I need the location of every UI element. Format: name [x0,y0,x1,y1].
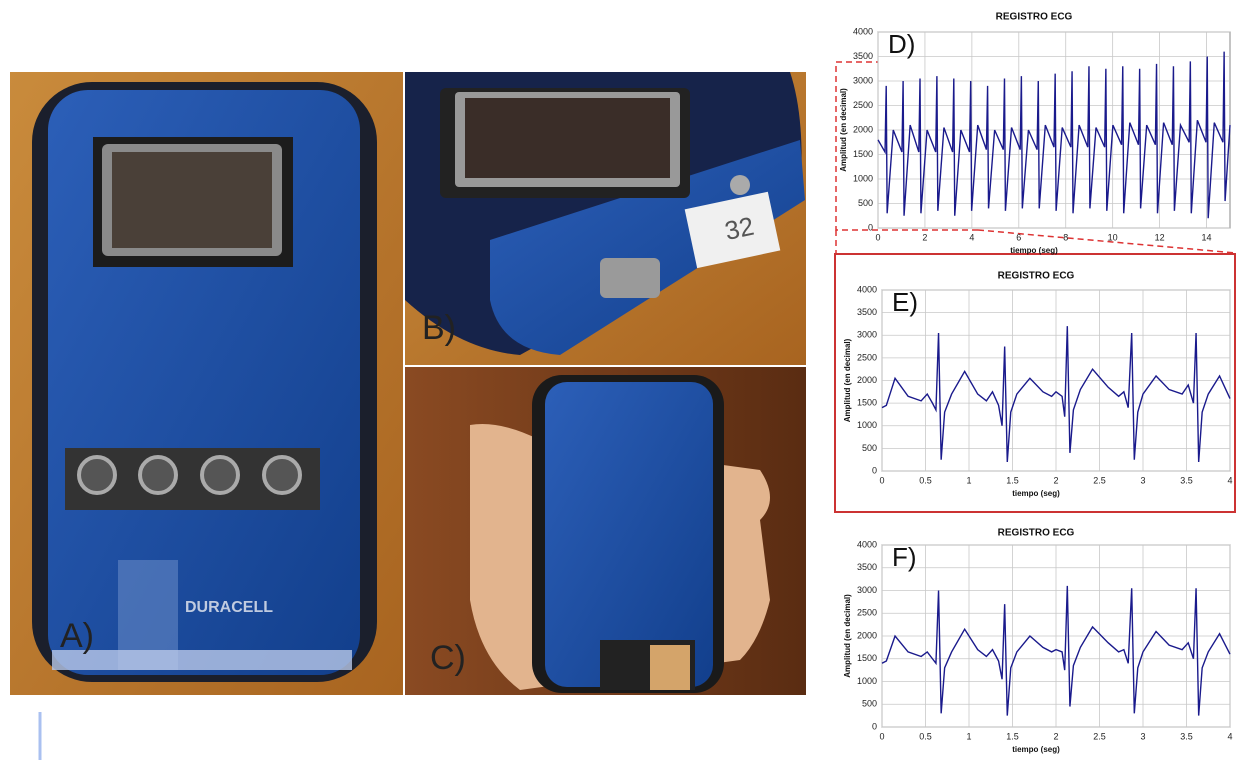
y-tick-label: 0 [872,465,877,475]
x-tick-label: 2 [1053,475,1058,485]
x-tick-label: 3.5 [1180,731,1193,741]
x-tick-label: 0.5 [919,731,932,741]
panel-label: D) [888,29,915,59]
ecg-line [881,326,1231,462]
chart-title: REGISTRO ECG [998,528,1075,539]
y-tick-label: 3000 [853,75,873,85]
photo-b: 32 [405,72,806,365]
y-tick-label: 3000 [857,585,877,595]
label-print: DURACELL [185,599,273,616]
y-tick-label: 2500 [853,100,873,110]
x-tick-label: 4 [1227,731,1232,741]
sd-label: 32 [722,211,757,246]
y-axis-label: Amplitud (en decimal) [843,594,852,678]
photo-label: B) [422,309,456,347]
y-tick-label: 2500 [857,352,877,362]
y-tick-label: 1000 [853,173,873,183]
y-axis-label: Amplitud (en decimal) [839,88,848,172]
x-tick-label: 3 [1140,475,1145,485]
panel-label: E) [892,287,918,317]
y-tick-label: 3500 [857,562,877,572]
x-tick-label: 0 [879,731,884,741]
x-tick-label: 3.5 [1180,475,1193,485]
y-tick-label: 1500 [853,149,873,159]
x-axis-label: tiempo (seg) [1012,489,1060,498]
photo-label: A) [60,617,94,655]
y-tick-label: 1000 [857,676,877,686]
y-tick-label: 500 [862,699,877,709]
x-tick-label: 2 [1053,731,1058,741]
y-tick-label: 3500 [853,51,873,61]
ecg-line [877,51,1231,219]
x-tick-label: 4 [969,232,974,242]
y-tick-label: 3000 [857,330,877,340]
x-tick-label: 8 [1063,232,1068,242]
y-tick-label: 4000 [857,539,877,549]
x-tick-label: 1 [966,731,971,741]
x-tick-label: 0.5 [919,475,932,485]
x-tick-label: 0 [875,232,880,242]
x-tick-label: 4 [1227,475,1232,485]
ecg-line [881,585,1231,716]
chart-title: REGISTRO ECG [998,271,1075,282]
zoom-frame [834,253,1236,513]
x-axis-label: tiempo (seg) [1010,246,1058,255]
x-tick-label: 0 [879,475,884,485]
x-tick-label: 14 [1202,232,1212,242]
photo-label: C) [430,639,466,677]
x-tick-label: 10 [1108,232,1118,242]
y-tick-label: 2000 [857,375,877,385]
photo-c [405,367,806,695]
y-tick-label: 0 [872,721,877,731]
x-tick-label: 2 [922,232,927,242]
y-tick-label: 2500 [857,608,877,618]
y-tick-label: 500 [858,198,873,208]
y-tick-label: 500 [862,443,877,453]
x-tick-label: 1 [966,475,971,485]
x-axis-label: tiempo (seg) [1012,745,1060,754]
y-tick-label: 1500 [857,653,877,663]
y-tick-label: 1000 [857,420,877,430]
y-tick-label: 4000 [853,26,873,36]
x-tick-label: 2.5 [1093,731,1106,741]
y-tick-label: 4000 [857,284,877,294]
y-tick-label: 1500 [857,398,877,408]
x-tick-label: 6 [1016,232,1021,242]
y-axis-label: Amplitud (en decimal) [843,338,852,422]
y-tick-label: 2000 [857,630,877,640]
chart-title: REGISTRO ECG [996,12,1073,23]
y-tick-label: 3500 [857,307,877,317]
y-tick-label: 2000 [853,124,873,134]
panel-label: F) [892,542,917,572]
x-tick-label: 2.5 [1093,475,1106,485]
photo-a: DURACELL [10,72,403,695]
x-tick-label: 1.5 [1006,731,1019,741]
x-tick-label: 1.5 [1006,475,1019,485]
x-tick-label: 12 [1155,232,1165,242]
y-tick-label: 0 [868,222,873,232]
x-tick-label: 3 [1140,731,1145,741]
zoom-connector [977,229,1236,254]
